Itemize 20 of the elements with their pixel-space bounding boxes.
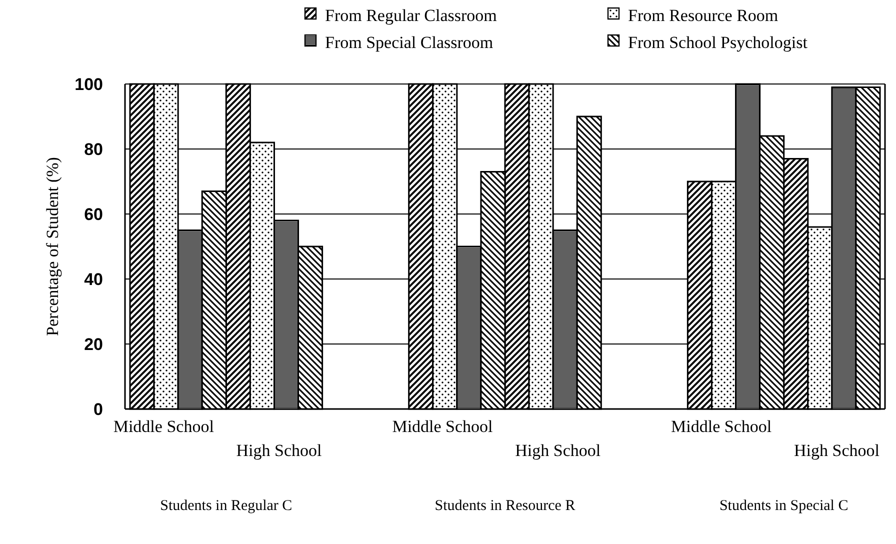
x-tick-label: Middle School: [113, 417, 214, 436]
legend-label: From Regular Classroom: [325, 6, 497, 25]
x-tick-label: Middle School: [392, 417, 494, 436]
y-axis-title: Percentage of Student (%): [43, 157, 62, 336]
text: Students in Special C: [719, 498, 848, 514]
legend-label: From Resource Room: [628, 6, 778, 25]
legend-label: From Special Classroom: [325, 32, 494, 52]
y-tick-label: 20: [84, 334, 103, 354]
legend-label: From School Psychologist: [628, 32, 808, 52]
y-tick-label: 100: [74, 74, 103, 94]
text: Students in Resource R: [434, 498, 576, 514]
y-tick-label: 80: [84, 140, 103, 159]
y-tick-label: 60: [84, 204, 103, 224]
y-tick-label: 0: [94, 400, 103, 419]
x-tick-label: Middle School: [671, 417, 772, 436]
x-tick-label: High School: [794, 441, 880, 460]
x-tick-label: High School: [515, 441, 601, 460]
y-tick-label: 40: [84, 270, 103, 289]
text: Students in Regular C: [160, 498, 292, 514]
x-tick-label: High School: [236, 441, 322, 460]
